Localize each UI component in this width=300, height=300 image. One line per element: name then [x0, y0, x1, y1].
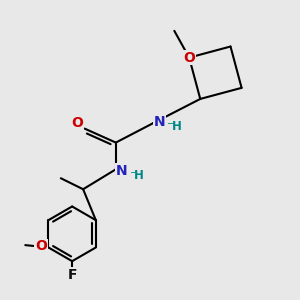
Text: H: H	[134, 169, 143, 182]
Text: −: −	[130, 168, 138, 178]
Text: N: N	[116, 164, 128, 178]
Text: F: F	[68, 268, 77, 281]
Text: O: O	[71, 116, 83, 130]
Text: N: N	[154, 115, 165, 129]
Text: O: O	[183, 51, 195, 64]
Text: H: H	[171, 120, 181, 133]
Text: O: O	[35, 239, 47, 253]
Text: −: −	[167, 119, 176, 129]
